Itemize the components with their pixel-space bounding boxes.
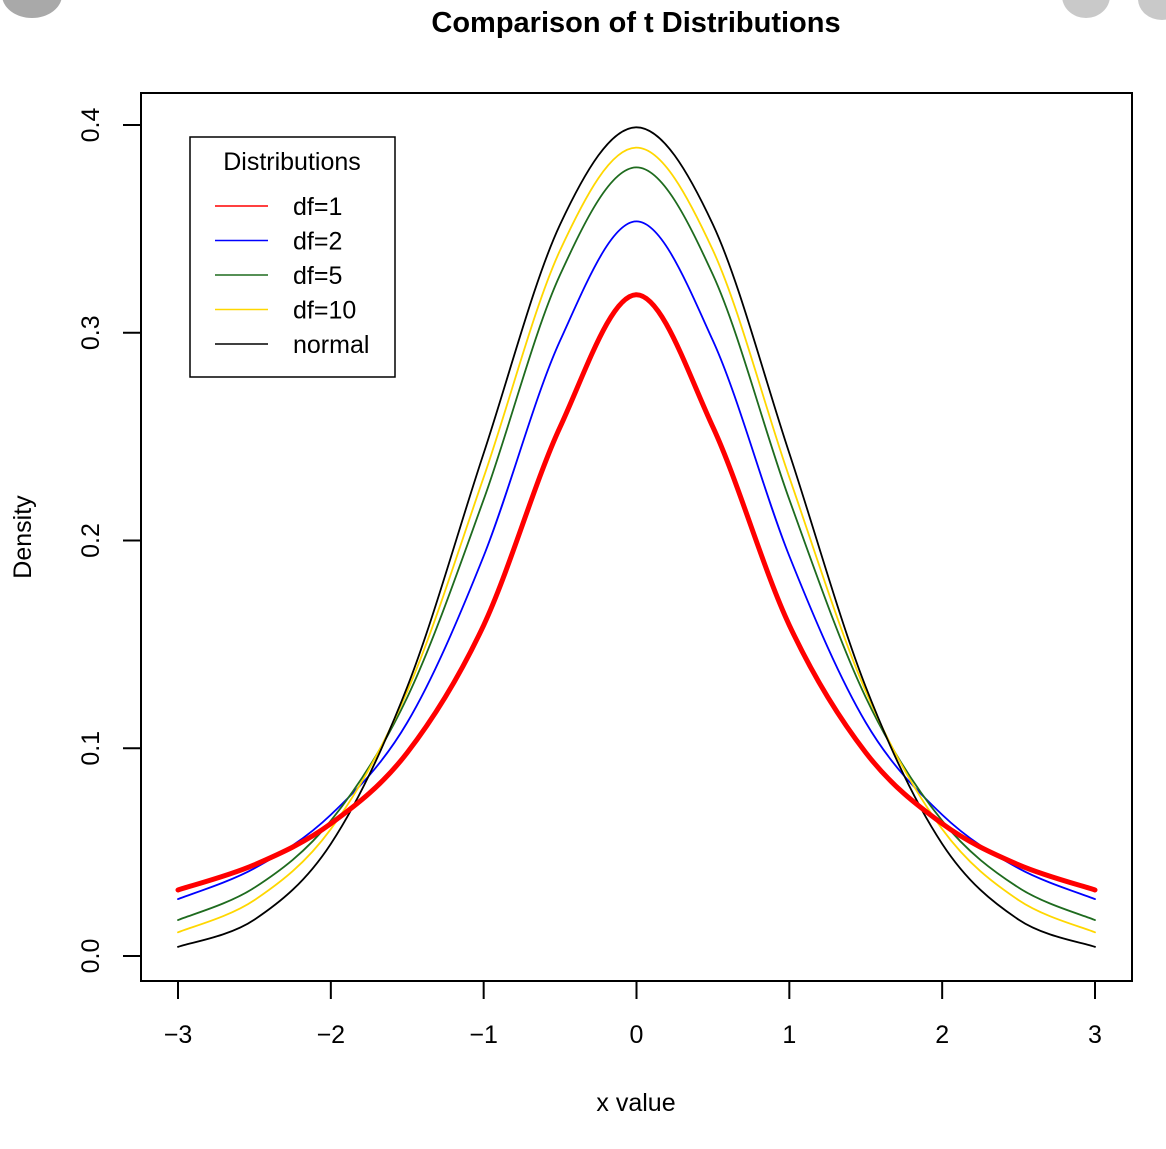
x-tick-label: −3 xyxy=(164,1021,193,1049)
y-tick-label: 0.4 xyxy=(77,108,105,143)
legend-label: df=10 xyxy=(293,297,356,325)
close-icon[interactable] xyxy=(2,0,62,18)
legend-box xyxy=(189,136,396,378)
legend-label: df=5 xyxy=(293,262,342,290)
y-tick-label: 0.2 xyxy=(77,523,105,558)
series-line-df-10 xyxy=(177,146,1096,934)
y-axis-label: Density xyxy=(9,495,37,579)
x-tick-label: 1 xyxy=(782,1021,796,1049)
series-line-df-1 xyxy=(175,292,1098,893)
x-axis: −3 −2 −1 0 1 2 3 xyxy=(164,980,1102,1049)
legend-label: normal xyxy=(293,331,369,359)
x-tick-label: −2 xyxy=(317,1021,346,1049)
x-tick-label: 2 xyxy=(935,1021,949,1049)
legend: Distributions df=1 df=2 df=5 df=10 normal xyxy=(189,136,396,378)
series-line-df-5 xyxy=(177,166,1096,921)
y-tick-label: 0.3 xyxy=(77,315,105,350)
x-tick-label: 0 xyxy=(630,1021,644,1049)
legend-items: df=1 df=2 df=5 df=10 normal xyxy=(215,193,369,359)
edit-icon[interactable] xyxy=(1062,0,1110,18)
x-tick-label: −1 xyxy=(469,1021,498,1049)
y-tick-label: 0.0 xyxy=(77,939,105,974)
legend-label: df=2 xyxy=(293,228,342,256)
chart-title: Comparison of t Distributions xyxy=(431,7,840,39)
legend-label: df=1 xyxy=(293,193,342,221)
y-axis: 0.0 0.1 0.2 0.3 0.4 xyxy=(77,108,142,974)
y-tick-label: 0.1 xyxy=(77,731,105,766)
series-layer xyxy=(175,126,1098,948)
x-tick-label: 3 xyxy=(1088,1021,1102,1049)
x-axis-label: x value xyxy=(596,1089,675,1117)
legend-title: Distributions xyxy=(223,148,361,176)
